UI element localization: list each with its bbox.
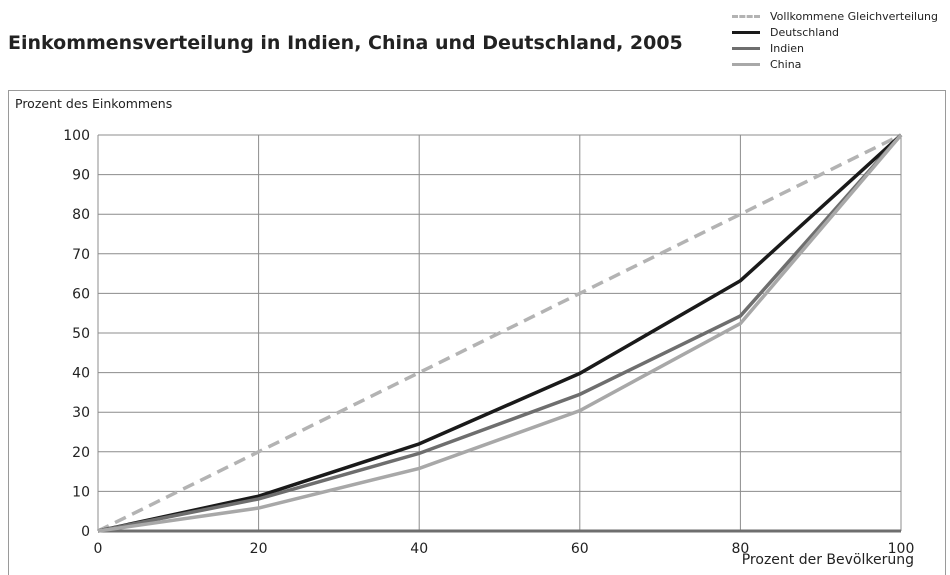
chart-title: Einkommensverteilung in Indien, China un… bbox=[8, 32, 683, 54]
y-tick-label: 20 bbox=[72, 445, 90, 461]
legend-item-gleichverteilung: Vollkommene Gleichverteilung bbox=[732, 8, 938, 24]
legend-swatch-gleichverteilung bbox=[732, 14, 760, 18]
legend-item-deutschland: Deutschland bbox=[732, 24, 938, 40]
y-tick-label: 30 bbox=[72, 405, 90, 421]
y-tick-label: 90 bbox=[72, 168, 90, 184]
y-axis-label: Prozent des Einkommens bbox=[15, 96, 173, 111]
y-tick-label: 70 bbox=[72, 247, 90, 263]
x-tick-label: 20 bbox=[250, 541, 268, 557]
legend-swatch-deutschland bbox=[732, 30, 760, 34]
legend-label-deutschland: Deutschland bbox=[770, 25, 840, 39]
y-tick-label: 40 bbox=[72, 366, 90, 382]
y-tick-label: 10 bbox=[72, 484, 90, 500]
y-tick-label: 100 bbox=[63, 128, 90, 144]
legend-item-indien: Indien bbox=[732, 40, 938, 56]
series-line-indien bbox=[97, 133, 903, 533]
y-tick-label: 60 bbox=[72, 286, 90, 302]
legend: Vollkommene Gleichverteilung Deutschland… bbox=[732, 8, 938, 72]
y-tick-label: 50 bbox=[72, 326, 90, 342]
x-tick-label: 80 bbox=[731, 541, 749, 557]
chart-frame bbox=[8, 90, 946, 575]
x-axis-label: Prozent der Bevölkerung bbox=[741, 552, 914, 568]
legend-label-china: China bbox=[770, 57, 802, 71]
x-tick-label: 40 bbox=[410, 541, 428, 557]
x-tick-label: 60 bbox=[571, 541, 589, 557]
series-line-deutschland bbox=[97, 133, 903, 533]
legend-label-gleichverteilung: Vollkommene Gleichverteilung bbox=[770, 9, 938, 23]
legend-swatch-china bbox=[732, 62, 760, 66]
y-tick-label: 80 bbox=[72, 207, 90, 223]
legend-swatch-indien bbox=[732, 46, 760, 50]
legend-label-indien: Indien bbox=[770, 41, 804, 55]
y-tick-label: 0 bbox=[81, 524, 90, 540]
series-line-vollkommene-gleichverteilung bbox=[97, 133, 902, 533]
series-line-china bbox=[97, 133, 903, 533]
x-tick-label: 100 bbox=[888, 541, 915, 557]
legend-item-china: China bbox=[732, 56, 938, 72]
x-tick-label: 0 bbox=[94, 541, 103, 557]
